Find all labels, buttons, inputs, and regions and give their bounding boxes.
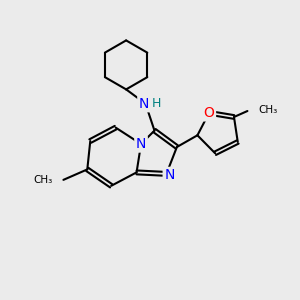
Text: CH₃: CH₃ <box>258 104 277 115</box>
Text: O: O <box>204 106 214 120</box>
Text: H: H <box>152 97 162 110</box>
Text: N: N <box>139 97 149 111</box>
Text: N: N <box>164 168 175 182</box>
Text: CH₃: CH₃ <box>34 175 53 185</box>
Text: N: N <box>136 137 146 151</box>
